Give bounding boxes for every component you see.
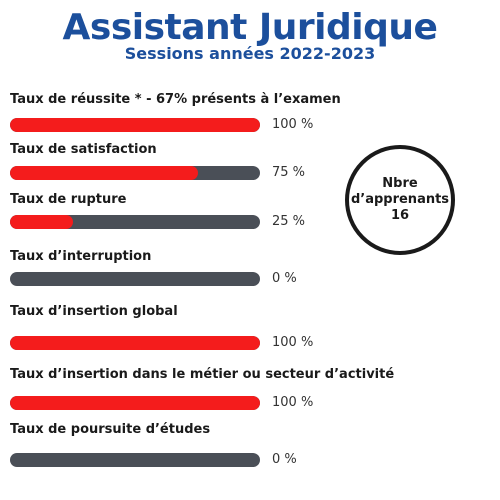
page-title: Assistant Juridique	[62, 7, 438, 48]
learners-count-badge: Nbre d’apprenants 16	[345, 145, 455, 255]
rate-bar-fill	[10, 215, 73, 229]
rate-bar-success	[10, 118, 260, 132]
rate-label-rupture: Taux de rupture	[10, 192, 127, 207]
rate-value-insertion-metier: 100 %	[272, 395, 314, 410]
rate-bar-satisfaction	[10, 166, 260, 180]
rate-value-satisfaction: 75 %	[272, 165, 306, 180]
rate-value-rupture: 25 %	[272, 214, 306, 229]
rate-label-success: Taux de réussite * - 67% présents à l’ex…	[10, 92, 341, 107]
rate-label-interruption: Taux d’interruption	[10, 249, 152, 264]
rate-label-satisfaction: Taux de satisfaction	[10, 142, 157, 157]
rate-bar-fill	[10, 336, 260, 350]
learners-count: 16	[390, 208, 410, 223]
learners-label-line1: Nbre	[382, 176, 418, 191]
rate-bar-poursuite-etudes	[10, 453, 260, 467]
page-subtitle: Sessions années 2022-2023	[124, 44, 376, 63]
rate-bar-interruption	[10, 272, 260, 286]
rate-value-insertion-global: 100 %	[272, 335, 314, 350]
rate-bar-insertion-metier	[10, 396, 260, 410]
rate-label-insertion-global: Taux d’insertion global	[10, 304, 178, 319]
rate-value-poursuite-etudes: 0 %	[272, 452, 297, 467]
rate-value-success: 100 %	[272, 117, 314, 132]
rate-value-interruption: 0 %	[272, 271, 297, 286]
rate-bar-fill	[10, 396, 260, 410]
rate-label-insertion-metier: Taux d’insertion dans le métier ou secte…	[10, 367, 395, 382]
rate-label-poursuite-etudes: Taux de poursuite d’études	[10, 422, 211, 437]
rate-bar-fill	[10, 166, 198, 180]
rate-bar-fill	[10, 118, 260, 132]
learners-label-line2: d’apprenants	[350, 192, 450, 207]
rate-bar-rupture	[10, 215, 260, 229]
rate-bar-insertion-global	[10, 336, 260, 350]
